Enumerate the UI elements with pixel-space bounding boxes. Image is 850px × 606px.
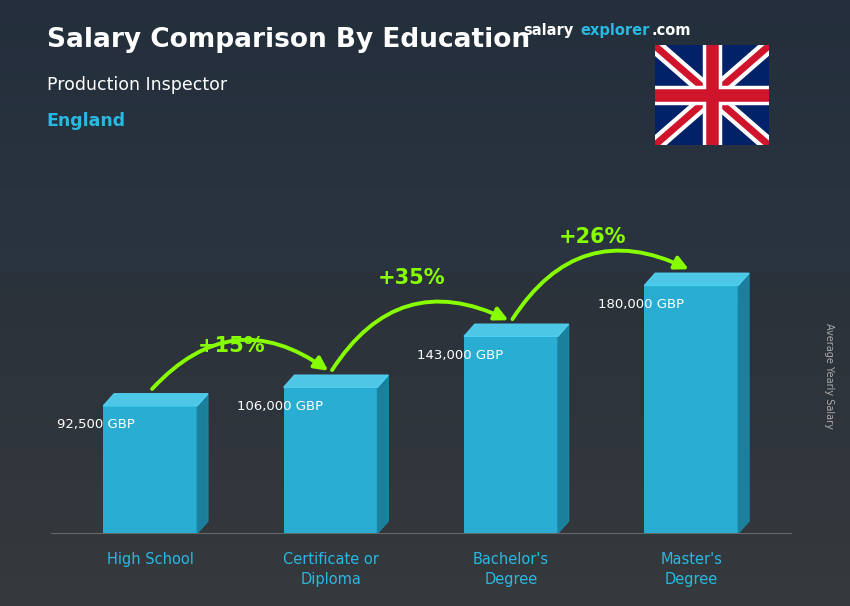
Text: 180,000 GBP: 180,000 GBP — [598, 298, 684, 311]
Text: .com: .com — [651, 23, 690, 38]
Text: 92,500 GBP: 92,500 GBP — [57, 418, 135, 431]
FancyBboxPatch shape — [644, 285, 738, 533]
Polygon shape — [377, 375, 388, 533]
Text: 143,000 GBP: 143,000 GBP — [417, 348, 503, 362]
Polygon shape — [464, 324, 569, 336]
Polygon shape — [104, 394, 208, 406]
Polygon shape — [558, 324, 569, 533]
Text: Salary Comparison By Education: Salary Comparison By Education — [47, 27, 530, 53]
FancyBboxPatch shape — [284, 387, 377, 533]
Text: Average Yearly Salary: Average Yearly Salary — [824, 323, 834, 428]
Polygon shape — [644, 273, 749, 285]
Text: explorer: explorer — [581, 23, 650, 38]
Text: England: England — [47, 112, 126, 130]
Text: +15%: +15% — [197, 336, 265, 356]
Text: Production Inspector: Production Inspector — [47, 76, 227, 94]
FancyBboxPatch shape — [464, 336, 558, 533]
Text: +26%: +26% — [558, 227, 626, 247]
Text: +35%: +35% — [378, 268, 445, 288]
Text: 106,000 GBP: 106,000 GBP — [237, 400, 323, 413]
Polygon shape — [738, 273, 749, 533]
FancyBboxPatch shape — [104, 406, 197, 533]
Polygon shape — [284, 375, 388, 387]
Polygon shape — [197, 394, 208, 533]
Text: salary: salary — [523, 23, 573, 38]
